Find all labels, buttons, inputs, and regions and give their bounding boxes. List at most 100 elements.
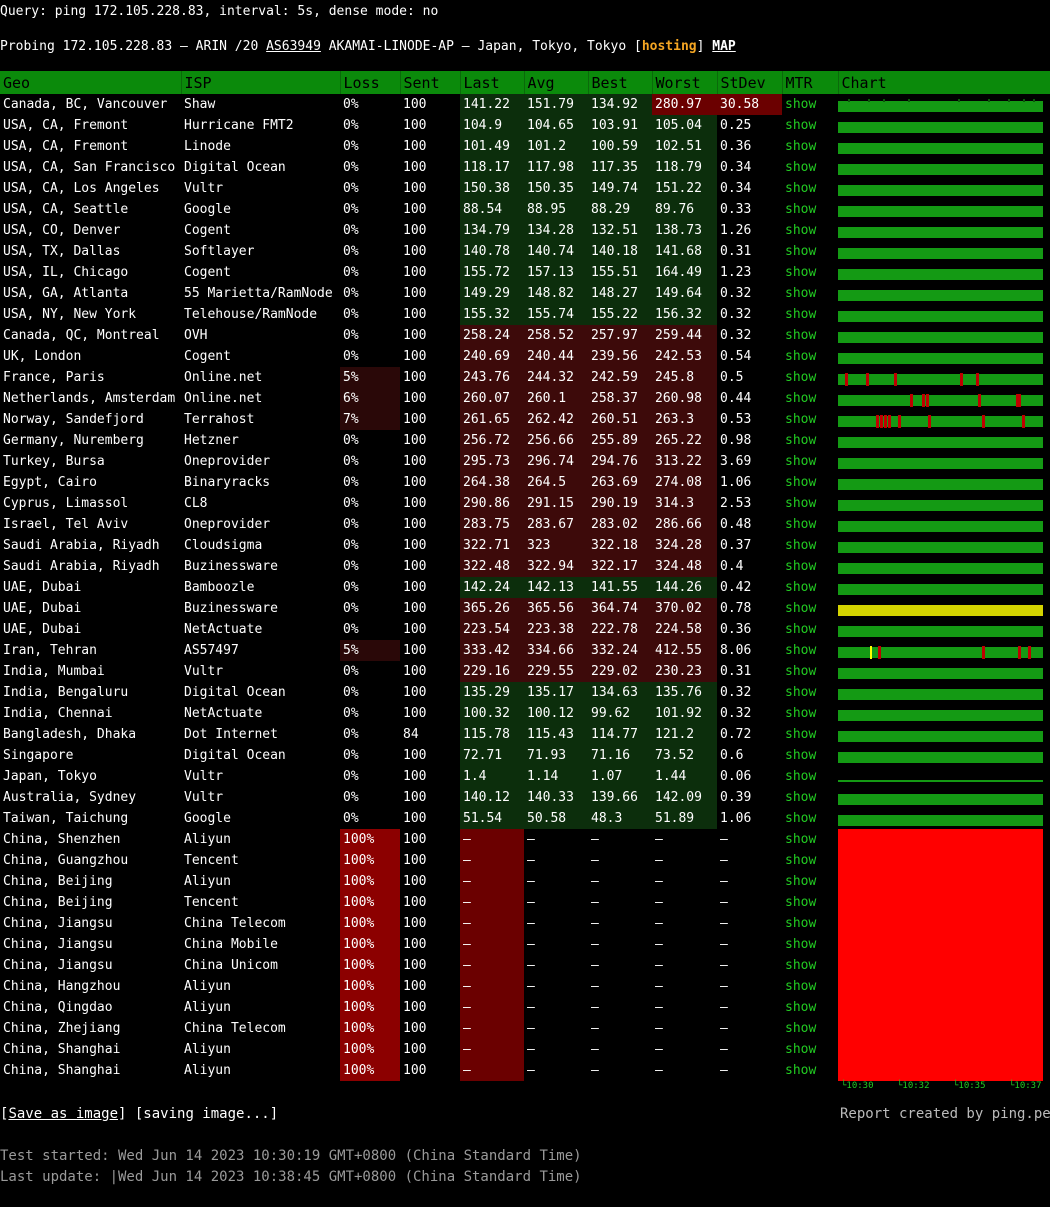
mtr-show-link[interactable]: show xyxy=(785,664,817,679)
mtr-show-link[interactable]: show xyxy=(785,412,817,427)
mtr-show-link[interactable]: show xyxy=(785,160,817,175)
mtr-show-link[interactable]: show xyxy=(785,832,817,847)
chart-cell xyxy=(838,1018,1050,1039)
table-row: Japan, Tokyo Vultr 0% 100 1.4 1.14 1.07 1.44 0.0… xyxy=(0,766,1050,787)
mtr-show-link[interactable]: show xyxy=(785,118,817,133)
mtr-show-link[interactable]: show xyxy=(785,580,817,595)
mtr-show-link[interactable]: show xyxy=(785,496,817,511)
isp-cell: Linode xyxy=(184,139,231,154)
sent-cell: 100 xyxy=(403,601,427,616)
isp-cell: Cogent xyxy=(184,223,231,238)
mtr-show-link[interactable]: show xyxy=(785,517,817,532)
mtr-show-link[interactable]: show xyxy=(785,223,817,238)
mtr-show-link[interactable]: show xyxy=(785,643,817,658)
mtr-show-link[interactable]: show xyxy=(785,1042,817,1057)
sent-cell: 100 xyxy=(403,433,427,448)
last-cell: 149.29 xyxy=(460,283,524,304)
mtr-show-link[interactable]: show xyxy=(785,181,817,196)
loss-tick xyxy=(1018,646,1021,659)
mtr-show-link[interactable]: show xyxy=(785,454,817,469)
mtr-show-link[interactable]: show xyxy=(785,811,817,826)
mtr-show-link[interactable]: show xyxy=(785,559,817,574)
mtr-show-link[interactable]: show xyxy=(785,538,817,553)
worst-cell: – xyxy=(655,874,663,889)
mtr-show-link[interactable]: show xyxy=(785,895,817,910)
mtr-show-link[interactable]: show xyxy=(785,265,817,280)
loss-cell: 100% xyxy=(340,913,400,934)
avg-cell: 100.12 xyxy=(524,703,588,724)
avg-cell: 150.35 xyxy=(524,178,588,199)
chart-cell xyxy=(838,787,1050,808)
mtr-show-link[interactable]: show xyxy=(785,622,817,637)
sent-cell: 100 xyxy=(403,391,427,406)
mtr-show-link[interactable]: show xyxy=(785,1000,817,1015)
loss-cell: 0% xyxy=(343,769,359,784)
geo-cell: China, Shanghai xyxy=(3,1063,121,1078)
chart-cell xyxy=(838,871,1050,892)
column-header: MTR xyxy=(782,71,839,94)
chart-cell xyxy=(838,94,1050,115)
mtr-show-link[interactable]: show xyxy=(785,979,817,994)
avg-cell: 71.93 xyxy=(524,745,588,766)
best-cell: 155.22 xyxy=(588,304,652,325)
mtr-show-link[interactable]: show xyxy=(785,349,817,364)
mtr-show-link[interactable]: show xyxy=(785,937,817,952)
mtr-show-link[interactable]: show xyxy=(785,328,817,343)
mtr-show-link[interactable]: show xyxy=(785,790,817,805)
mtr-show-link[interactable]: show xyxy=(785,748,817,763)
mtr-show-link[interactable]: show xyxy=(785,958,817,973)
stdev-cell: 0.34 xyxy=(720,181,752,196)
sent-cell: 100 xyxy=(403,979,427,994)
mtr-show-link[interactable]: show xyxy=(785,286,817,301)
mtr-show-link[interactable]: show xyxy=(785,685,817,700)
loss-cell: 0% xyxy=(343,223,359,238)
table-row: China, Qingdao Aliyun 100% 100– – – – – show xyxy=(0,997,1050,1018)
geo-cell: China, Shanghai xyxy=(3,1042,121,1057)
last-cell: 229.16 xyxy=(460,661,524,682)
mtr-show-link[interactable]: show xyxy=(785,97,817,112)
mtr-show-link[interactable]: show xyxy=(785,139,817,154)
geo-cell: Saudi Arabia, Riyadh xyxy=(3,538,160,553)
worst-cell: 102.51 xyxy=(652,136,717,157)
mtr-show-link[interactable]: show xyxy=(785,475,817,490)
best-cell: 134.63 xyxy=(588,682,652,703)
isp-cell: Tencent xyxy=(184,895,239,910)
geo-cell: USA, TX, Dallas xyxy=(3,244,121,259)
best-cell: 322.18 xyxy=(588,535,652,556)
loss-cell: 100% xyxy=(340,829,400,850)
mtr-show-link[interactable]: show xyxy=(785,202,817,217)
mtr-show-link[interactable]: show xyxy=(785,853,817,868)
isp-cell: 55 Marietta/RamNode xyxy=(184,286,333,301)
asn-link[interactable]: AS63949 xyxy=(266,39,321,54)
worst-cell: 280.97 xyxy=(652,94,717,115)
isp-cell: Cloudsigma xyxy=(184,538,263,553)
geo-cell: USA, IL, Chicago xyxy=(3,265,129,280)
mtr-show-link[interactable]: show xyxy=(785,769,817,784)
mtr-show-link[interactable]: show xyxy=(785,727,817,742)
save-as-image-link[interactable]: Save as image xyxy=(8,1106,119,1122)
mtr-show-link[interactable]: show xyxy=(785,601,817,616)
latency-bar xyxy=(838,955,1043,976)
map-link[interactable]: MAP xyxy=(712,39,736,54)
worst-cell: 224.58 xyxy=(652,619,717,640)
geo-cell: China, Guangzhou xyxy=(3,853,129,868)
last-cell: 322.71 xyxy=(460,535,524,556)
mtr-show-link[interactable]: show xyxy=(785,307,817,322)
sent-cell: 100 xyxy=(403,286,427,301)
mtr-show-link[interactable]: show xyxy=(785,1063,817,1078)
mtr-show-link[interactable]: show xyxy=(785,433,817,448)
mtr-show-link[interactable]: show xyxy=(785,391,817,406)
mtr-show-link[interactable]: show xyxy=(785,706,817,721)
loss-tick xyxy=(878,646,881,659)
chart-cell xyxy=(838,388,1050,409)
stdev-cell: 8.06 xyxy=(720,643,752,658)
mtr-show-link[interactable]: show xyxy=(785,244,817,259)
table-row: UAE, Dubai Buzinessware 0% 100 365.26 365.56 3… xyxy=(0,598,1050,619)
latency-bar xyxy=(838,871,1043,892)
mtr-show-link[interactable]: show xyxy=(785,874,817,889)
mtr-show-link[interactable]: show xyxy=(785,370,817,385)
table-row: India, Bengaluru Digital Ocean 0% 100 135.29… xyxy=(0,682,1050,703)
mtr-show-link[interactable]: show xyxy=(785,1021,817,1036)
mtr-show-link[interactable]: show xyxy=(785,916,817,931)
table-row: Egypt, Cairo Binaryracks 0% 100 264.38 264.5 2… xyxy=(0,472,1050,493)
